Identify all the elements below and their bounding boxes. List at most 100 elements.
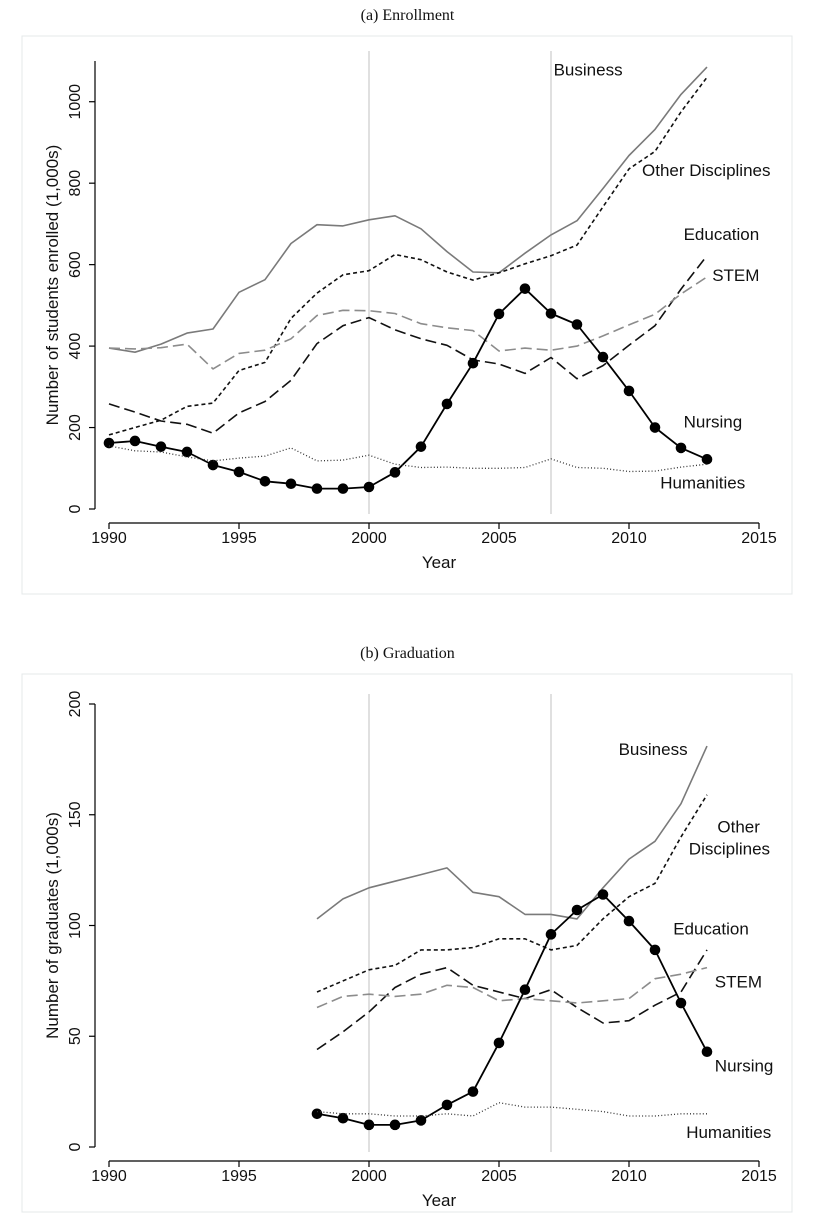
series-label-other: Other xyxy=(717,817,760,836)
series-label-nursing: Nursing xyxy=(715,1057,774,1076)
x-tick-label: 2000 xyxy=(351,530,387,547)
data-point-nursing xyxy=(363,481,375,493)
data-point-nursing xyxy=(337,483,349,494)
series-line-business xyxy=(108,66,708,354)
series-label-stem: STEM xyxy=(715,973,762,992)
series-stem xyxy=(108,276,708,370)
data-point-nursing xyxy=(571,319,583,330)
data-point-nursing xyxy=(311,1108,323,1120)
data-point-nursing xyxy=(155,441,167,452)
x-tick-label: 2015 xyxy=(741,1168,777,1185)
series-education xyxy=(316,949,708,1051)
data-point-nursing xyxy=(285,478,297,490)
series-line-humanities xyxy=(316,1102,707,1117)
chart-title-graduation: (b) Graduation xyxy=(360,645,455,662)
data-point-nursing xyxy=(441,1099,453,1111)
data-point-nursing xyxy=(259,476,271,487)
data-point-nursing xyxy=(597,351,609,363)
data-point-nursing xyxy=(467,357,479,369)
x-tick-label: 2000 xyxy=(351,1168,387,1185)
data-point-nursing xyxy=(701,454,713,465)
y-tick-label: 1000 xyxy=(67,84,84,120)
data-point-nursing xyxy=(493,1037,505,1049)
plot-frame xyxy=(21,35,793,595)
data-point-nursing xyxy=(337,1112,349,1124)
y-tick-label: 150 xyxy=(67,801,84,828)
data-point-nursing xyxy=(129,435,141,447)
series-label-nursing: Nursing xyxy=(684,413,743,432)
data-point-nursing xyxy=(675,442,687,454)
data-point-nursing xyxy=(701,1046,713,1058)
series-label-other-disciplines: Other Disciplines xyxy=(642,161,771,180)
data-point-nursing xyxy=(207,459,219,471)
data-point-nursing xyxy=(597,889,609,900)
series-line-education xyxy=(108,255,708,435)
series-label-business: Business xyxy=(554,60,623,79)
series-nursing xyxy=(103,283,713,494)
y-tick-label: 800 xyxy=(67,170,84,197)
graduation-chart: 1990 1995 2000 2005 2010 2015 Year 0 50 100 150 200… xyxy=(21,673,793,1213)
y-axis-label: Number of students enrolled (1,000s) xyxy=(43,145,62,426)
series-label-humanities: Humanities xyxy=(660,474,745,493)
data-point-nursing xyxy=(389,467,401,478)
x-axis-label: Year xyxy=(422,553,457,572)
series-nursing xyxy=(311,889,713,1131)
series-line-education xyxy=(316,949,708,1051)
y-axis: 0 200 400 600 800 1000 xyxy=(67,61,96,513)
data-point-nursing xyxy=(415,1115,427,1126)
series-label-education: Education xyxy=(673,919,749,938)
x-axis-label: Year xyxy=(422,1191,457,1210)
data-point-nursing xyxy=(441,398,453,410)
y-tick-label: 0 xyxy=(67,504,84,513)
data-point-nursing xyxy=(311,483,323,494)
y-tick-label: 50 xyxy=(67,1027,84,1045)
data-point-nursing xyxy=(389,1119,401,1131)
series-education xyxy=(108,255,708,435)
series-line-other-disciplines xyxy=(108,76,708,436)
data-point-nursing xyxy=(649,422,661,433)
x-tick-label: 2005 xyxy=(481,530,517,547)
data-point-nursing xyxy=(103,437,115,449)
x-axis: 1990 1995 2000 2005 2010 2015 xyxy=(91,1160,777,1185)
data-point-nursing xyxy=(467,1086,479,1097)
series-label-business: Business xyxy=(619,740,688,759)
data-point-nursing xyxy=(545,308,557,319)
series-label-education: Education xyxy=(684,225,760,244)
x-tick-label: 2010 xyxy=(611,1168,647,1185)
data-point-nursing xyxy=(623,915,635,927)
series-stem xyxy=(316,966,708,1009)
x-tick-label: 2015 xyxy=(741,530,777,547)
series-line-stem xyxy=(108,276,708,370)
data-point-nursing xyxy=(545,929,557,940)
y-axis-label: Number of graduates (1,000s) xyxy=(43,812,62,1039)
series-humanities xyxy=(108,445,708,473)
x-tick-label: 1995 xyxy=(221,530,257,547)
data-point-nursing xyxy=(493,308,505,320)
series-line-humanities xyxy=(108,445,708,473)
data-point-nursing xyxy=(519,984,531,996)
series-label-stem: STEM xyxy=(712,266,759,285)
x-tick-label: 2005 xyxy=(481,1168,517,1185)
data-point-nursing xyxy=(519,283,531,294)
series-line-nursing xyxy=(316,893,708,1126)
data-point-nursing xyxy=(181,446,193,458)
data-point-nursing xyxy=(233,466,245,478)
series-business xyxy=(316,745,708,920)
x-tick-label: 1990 xyxy=(91,530,127,547)
y-tick-label: 200 xyxy=(67,691,84,718)
series-business xyxy=(108,66,708,354)
data-point-nursing xyxy=(415,441,427,452)
data-point-nursing xyxy=(649,944,661,956)
x-tick-label: 1990 xyxy=(91,1168,127,1185)
series-humanities xyxy=(316,1102,707,1117)
chart-title-enrollment: (a) Enrollment xyxy=(360,7,455,24)
y-axis: 0 50 100 150 200 xyxy=(67,691,96,1151)
series-line-other-disciplines xyxy=(316,794,708,993)
series-label-disciplines: Disciplines xyxy=(689,840,770,859)
series-line-business xyxy=(316,745,708,920)
x-tick-label: 1995 xyxy=(221,1168,257,1185)
enrollment-chart: 1990 1995 2000 2005 2010 2015 Year 0 200 400 600 80… xyxy=(21,35,793,595)
y-tick-label: 600 xyxy=(67,251,84,278)
plot-frame xyxy=(21,673,793,1213)
data-point-nursing xyxy=(363,1119,375,1131)
